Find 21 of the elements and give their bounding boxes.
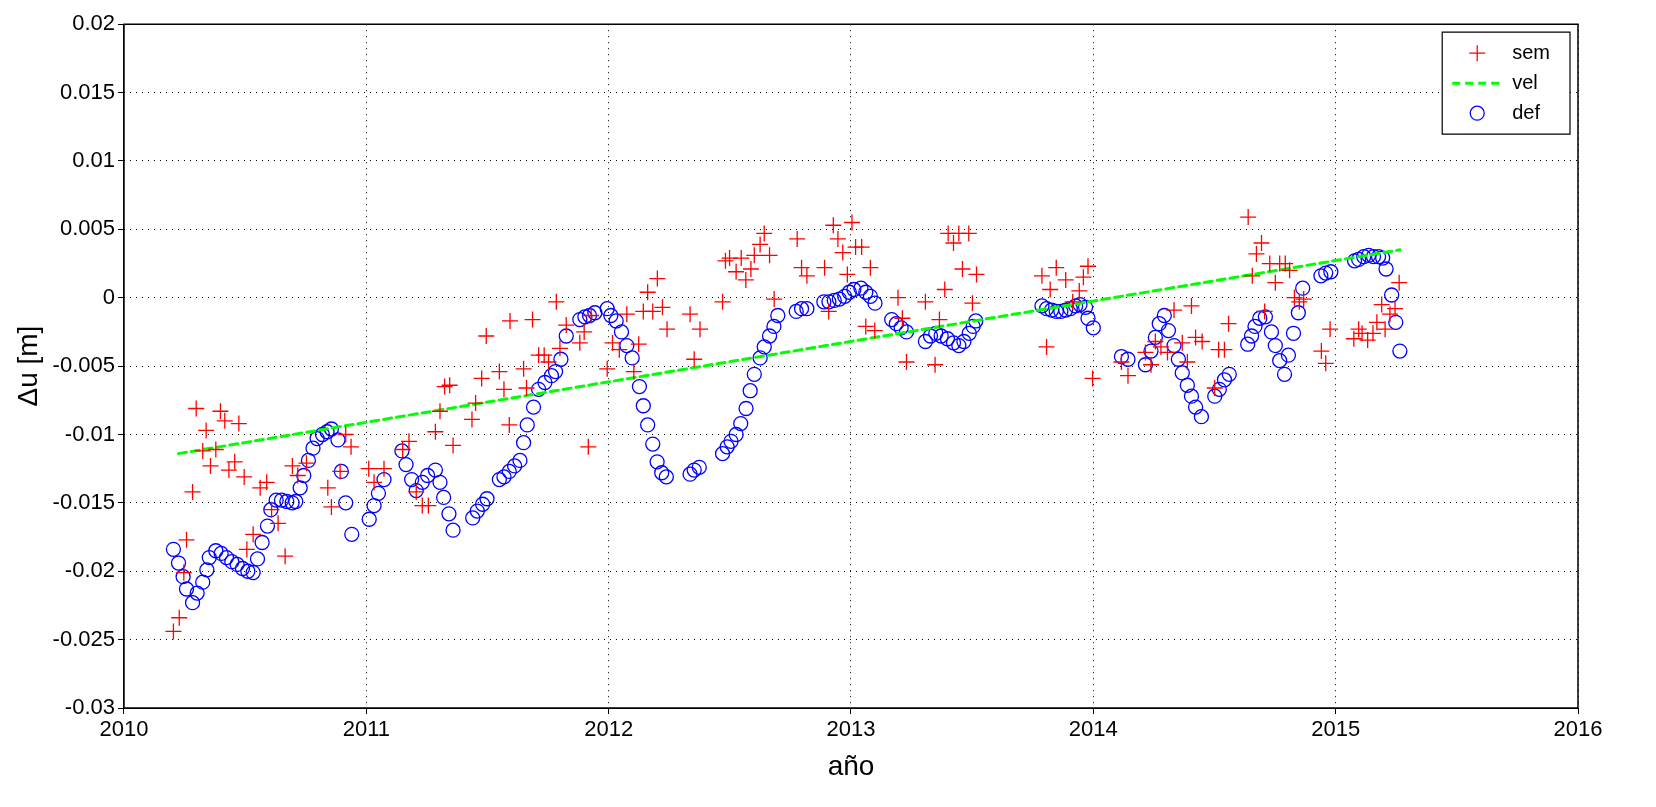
x-tick-label: 2013 — [826, 716, 876, 742]
y-tick-label: -0.005 — [52, 352, 115, 378]
y-tick-label: -0.02 — [64, 557, 115, 583]
legend-label: vel — [1512, 70, 1538, 93]
legend-label: sem — [1512, 40, 1551, 63]
y-tick-label: 0.005 — [59, 215, 115, 241]
x-tick-label: 2016 — [1553, 716, 1603, 742]
y-tick-label: 0 — [102, 283, 115, 309]
legend-label: def — [1512, 100, 1541, 123]
x-axis-title: año — [827, 749, 875, 781]
y-tick-label: 0.01 — [72, 147, 115, 173]
y-tick-label: 0.02 — [72, 10, 115, 36]
x-tick-label: 2012 — [584, 716, 634, 742]
y-tick-label: -0.025 — [52, 625, 115, 651]
y-tick-label: 0.015 — [59, 78, 115, 104]
x-tick-label: 2011 — [342, 716, 390, 742]
y-axis-title: Δu [m] — [11, 325, 43, 407]
y-tick-label: -0.01 — [64, 420, 115, 446]
x-tick-label: 2015 — [1311, 716, 1361, 742]
y-tick-label: -0.015 — [52, 488, 115, 514]
x-tick-label: 2014 — [1068, 716, 1118, 742]
